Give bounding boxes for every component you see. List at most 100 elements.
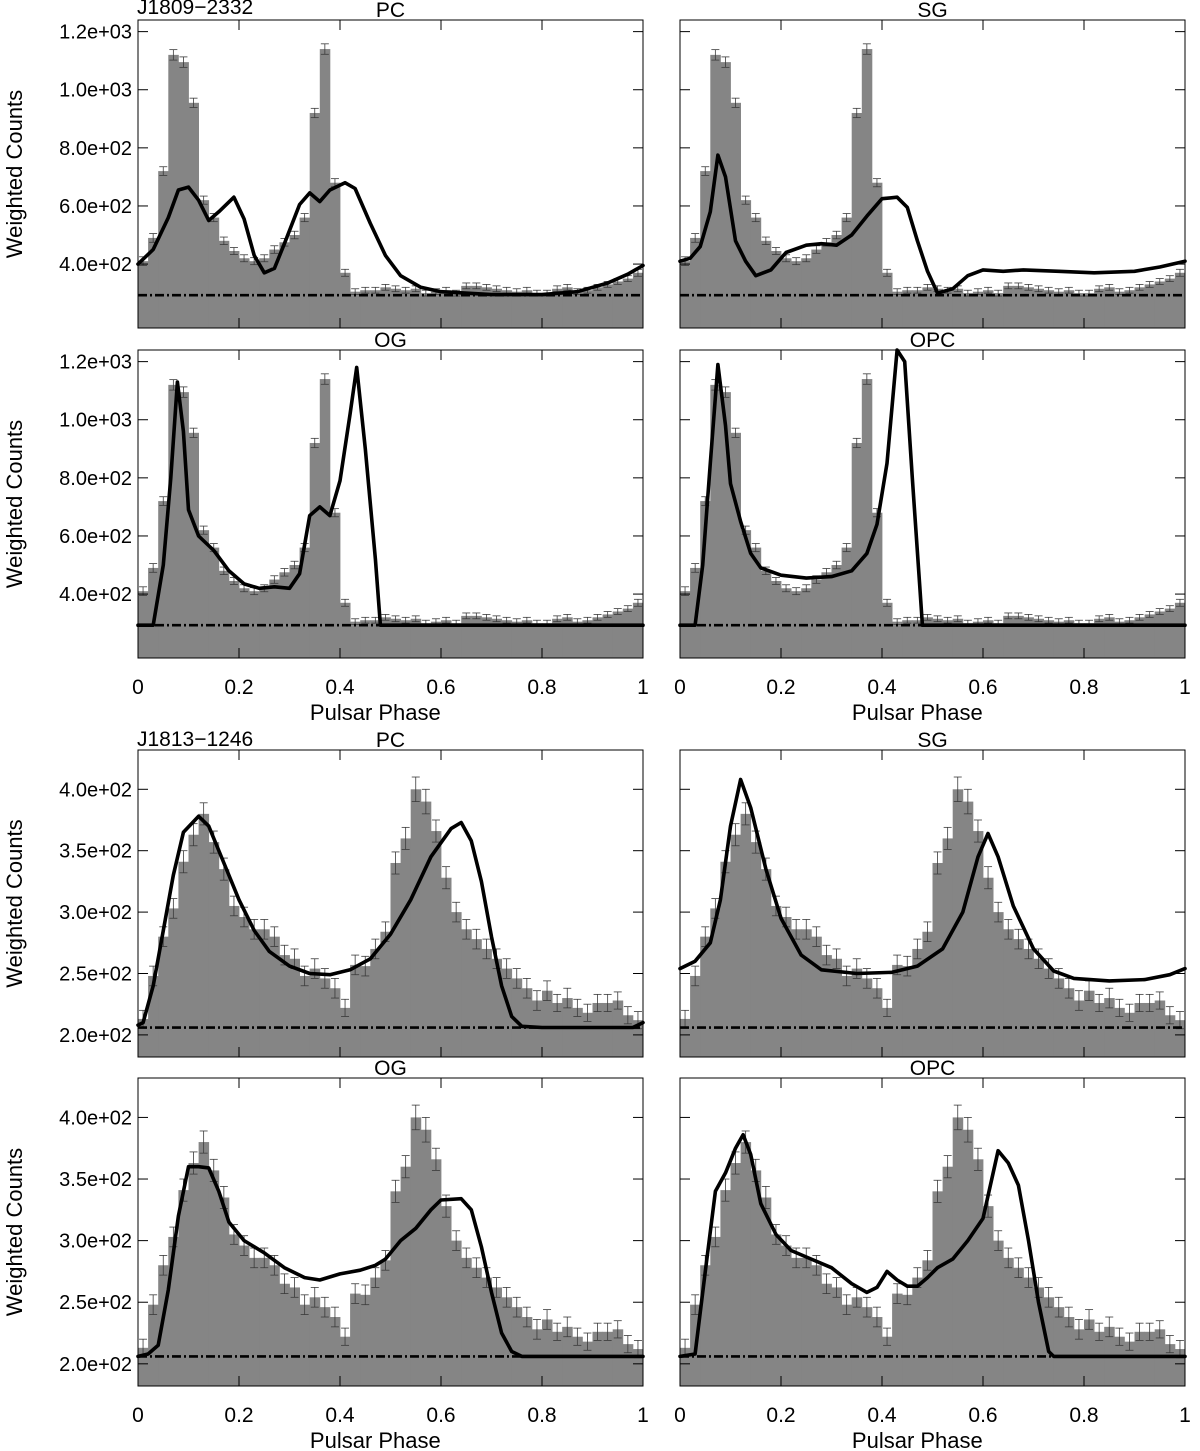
error-bar [310, 437, 319, 449]
error-bar [229, 247, 238, 255]
error-bar [1105, 987, 1114, 1009]
error-bar [741, 195, 750, 205]
histogram-bar [420, 293, 432, 328]
histogram-bar [592, 1331, 603, 1386]
histogram-bar [380, 1260, 391, 1386]
plot-frame [137, 19, 644, 329]
x-tick-label: 1 [637, 1404, 649, 1427]
error-bar [933, 1179, 942, 1203]
histogram-bar [892, 621, 903, 658]
histogram-bar [1144, 1331, 1156, 1386]
error-bar [883, 598, 892, 607]
error-bar [603, 1322, 612, 1341]
histogram-bar [218, 570, 230, 658]
histogram-bar [1154, 281, 1166, 328]
histogram-bar [811, 936, 822, 1057]
error-bar [361, 616, 370, 624]
histogram-bar [791, 929, 802, 1057]
histogram-bar [420, 1129, 432, 1386]
histogram-bar [511, 621, 523, 658]
histogram-bar [750, 1170, 762, 1386]
histogram-bar [400, 620, 412, 658]
error-bar [1105, 1316, 1114, 1338]
histogram-bar [521, 1317, 533, 1386]
histogram-bar [962, 1129, 974, 1386]
histogram-bar [882, 1336, 893, 1386]
y-tick-label: 1.0e+03 [59, 410, 132, 432]
x-tick-label: 0 [674, 1404, 686, 1427]
error-bar [1014, 282, 1023, 290]
histogram-bar [239, 258, 250, 328]
histogram-bar [521, 620, 533, 658]
y-tick-label: 3.5e+02 [59, 1169, 132, 1191]
histogram-bar [138, 1347, 149, 1386]
histogram-bar [1073, 623, 1085, 658]
error-bar [199, 1130, 208, 1154]
error-bar [633, 598, 642, 607]
histogram-bar [208, 842, 220, 1057]
error-bar [802, 919, 811, 940]
histogram-bar [801, 258, 812, 328]
histogram-bar [892, 964, 903, 1057]
error-bar [792, 257, 801, 266]
error-bar [300, 965, 309, 987]
histogram-bar [1003, 285, 1014, 328]
histogram-bar [218, 1197, 230, 1386]
error-bar [1145, 993, 1154, 1012]
histogram-bar [770, 1234, 782, 1386]
error-bar [842, 965, 851, 987]
histogram-bar [993, 293, 1004, 328]
histogram-bar [622, 608, 634, 658]
x-tick-label: 0.2 [224, 1404, 253, 1427]
histogram-bar [983, 877, 994, 1057]
x-tick-label: 0.6 [968, 676, 997, 699]
histogram-bar [299, 975, 311, 1057]
error-bar [512, 968, 521, 989]
error-bar [1004, 1247, 1013, 1269]
error-bar [401, 286, 410, 294]
model-curve [136, 814, 645, 1030]
histogram-bar [602, 1002, 614, 1057]
panel-j1813-1246-opc: 0 0.2 0.4 0.6 0.8 1 OPC Pulsar Phase [674, 1057, 1191, 1451]
error-bar [179, 56, 188, 68]
histogram-bar [562, 287, 573, 328]
histogram-bar [208, 1170, 220, 1386]
histogram-bar [350, 964, 361, 1057]
histogram-bar [1124, 1341, 1135, 1386]
error-bar [341, 998, 350, 1017]
histogram-bar [710, 908, 721, 1057]
histogram-bar [410, 1117, 422, 1386]
error-bar [563, 1316, 572, 1338]
error-bar [341, 598, 350, 607]
error-bar [553, 1322, 562, 1341]
histogram-bar [168, 1236, 179, 1386]
histogram-bar [932, 288, 943, 328]
histogram-bar [269, 1265, 280, 1386]
error-bar [583, 1332, 592, 1351]
histogram-bar [289, 1287, 300, 1386]
histogram-bar [760, 869, 772, 1057]
histogram-bar [319, 379, 331, 658]
error-bar [731, 823, 740, 847]
histogram-bar [410, 288, 422, 328]
histogram-bar [1094, 1002, 1105, 1057]
error-bar [351, 1283, 360, 1304]
histogram-bar [350, 291, 361, 328]
error-bar [502, 958, 511, 979]
y-tick-label: 4.0e+02 [59, 779, 132, 801]
error-bar [691, 1294, 700, 1315]
error-bar [391, 1179, 400, 1203]
y-tick-label: 4.0e+02 [59, 254, 132, 276]
histogram-bar [552, 1331, 563, 1386]
histogram-bar [760, 240, 772, 328]
error-bar [613, 1320, 622, 1339]
histogram-bar [451, 293, 462, 328]
error-bar [984, 866, 993, 890]
histogram-bar [1164, 608, 1176, 658]
error-bar [1115, 1327, 1124, 1346]
histogram-bar [461, 929, 472, 1057]
histogram-bar [289, 958, 300, 1057]
panel-j1813-1246-sg: SG [678, 729, 1187, 1058]
error-bar [149, 1294, 158, 1315]
error-bar [391, 285, 400, 293]
